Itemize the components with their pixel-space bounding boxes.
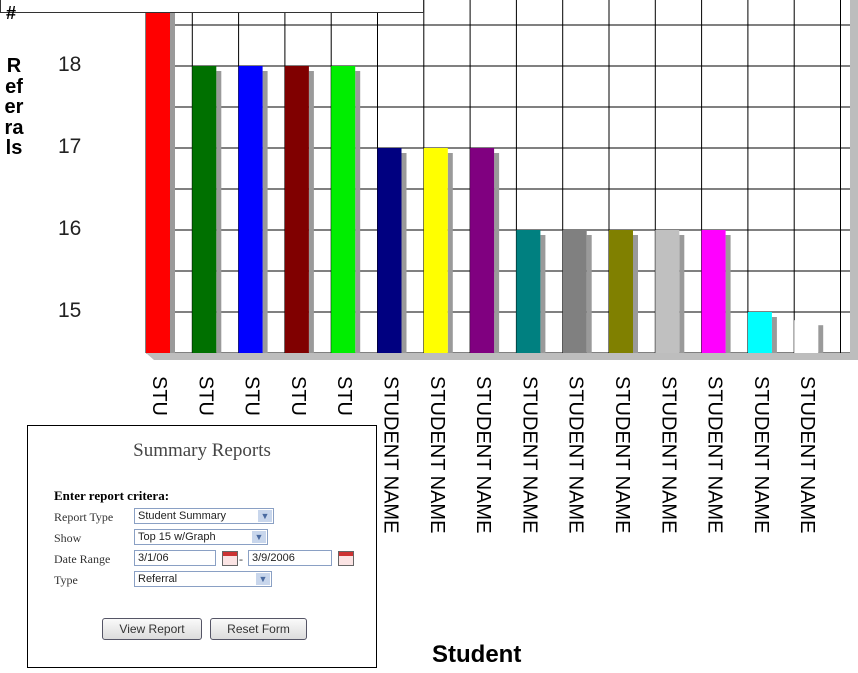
bar <box>747 312 772 353</box>
y-tick-label: 15 <box>58 299 82 322</box>
x-tick-label: STU <box>240 376 263 416</box>
x-tick-label: STUDENT NAME <box>425 376 448 534</box>
bar-shadow <box>308 71 314 353</box>
bar <box>655 230 680 353</box>
criteria-heading: Enter report critera: <box>54 488 170 503</box>
x-tick-label: STUDENT NAME <box>518 376 541 534</box>
chevron-down-icon: ▼ <box>258 510 272 522</box>
bar <box>794 320 819 353</box>
bar <box>331 66 356 353</box>
y-axis-symbol: # <box>6 3 17 23</box>
chart-wall <box>850 0 858 360</box>
y-tick-label: 18 <box>58 53 82 76</box>
summary-reports-panel: Summary Reports Enter report critera: Re… <box>27 425 377 668</box>
bar <box>423 148 448 353</box>
bar <box>238 66 263 353</box>
bar-shadow <box>262 71 268 353</box>
bar <box>377 148 402 353</box>
date-from-value: 3/1/06 <box>138 552 169 564</box>
title-box <box>0 0 424 13</box>
type-select[interactable]: Referral ▼ <box>134 571 272 587</box>
bar <box>470 148 495 353</box>
y-tick-label: 17 <box>58 135 82 158</box>
bar-shadow <box>216 71 222 353</box>
report-type-select[interactable]: Student Summary ▼ <box>134 508 274 524</box>
date-to-value: 3/9/2006 <box>252 552 295 564</box>
x-tick-label: STUDENT NAME <box>472 376 495 534</box>
bar-shadow <box>679 235 685 353</box>
bar <box>701 230 726 353</box>
show-value: Top 15 w/Graph <box>138 531 216 543</box>
date-range-label: Date Range <box>54 552 111 566</box>
chevron-down-icon: ▼ <box>256 573 270 585</box>
bar-shadow <box>725 235 731 353</box>
x-tick-label: STUDENT NAME <box>611 376 633 534</box>
bar-shadow <box>401 153 407 353</box>
bar-shadow <box>355 71 361 353</box>
bar-shadow <box>586 235 592 353</box>
x-tick-label: STUDENT NAME <box>657 376 680 534</box>
bar-shadow <box>633 235 638 353</box>
view-report-button[interactable]: View Report <box>102 618 202 640</box>
bar-shadow <box>494 153 500 353</box>
y-tick-label: 16 <box>58 217 82 240</box>
date-to-input[interactable]: 3/9/2006 <box>248 550 332 566</box>
x-tick-label: STU <box>286 376 309 416</box>
bar <box>146 0 170 353</box>
reset-form-button[interactable]: Reset Form <box>210 618 307 640</box>
type-label: Type <box>54 573 78 587</box>
bar-shadow <box>818 325 824 353</box>
x-tick-label: STU <box>333 376 356 416</box>
calendar-icon[interactable] <box>338 551 354 566</box>
x-tick-label: STUDENT NAME <box>379 376 402 534</box>
bar-shadow <box>771 317 777 353</box>
x-tick-label: STUDENT NAME <box>703 376 726 534</box>
calendar-icon[interactable] <box>222 551 238 566</box>
chevron-down-icon: ▼ <box>252 531 266 543</box>
date-separator: - <box>239 552 243 566</box>
date-range-row: Date Range 3/1/06 - 3/9/2006 <box>54 550 374 568</box>
date-from-input[interactable]: 3/1/06 <box>134 550 216 566</box>
bar-shadow <box>447 153 453 353</box>
x-tick-label: STU <box>194 376 217 416</box>
report-type-label: Report Type <box>54 510 114 524</box>
bar-shadow <box>540 235 546 353</box>
show-label: Show <box>54 531 82 545</box>
x-tick-label: STUDENT NAME <box>749 376 772 534</box>
bar-shadow <box>170 5 175 353</box>
x-tick-label: STU <box>148 376 170 416</box>
bar <box>516 230 541 353</box>
y-axis-label: Referrals <box>4 55 24 159</box>
x-tick-label: STUDENT NAME <box>564 376 587 534</box>
chart-floor <box>146 353 858 360</box>
bar <box>284 66 309 353</box>
bar <box>562 230 587 353</box>
type-value: Referral <box>138 573 178 585</box>
bar <box>609 230 633 353</box>
x-axis-label: Student <box>432 641 522 668</box>
x-tick-label: STUDENT NAME <box>796 376 819 534</box>
panel-title: Summary Reports <box>133 440 271 461</box>
report-type-value: Student Summary <box>138 510 227 522</box>
show-select[interactable]: Top 15 w/Graph ▼ <box>134 529 268 545</box>
bar <box>192 66 217 353</box>
